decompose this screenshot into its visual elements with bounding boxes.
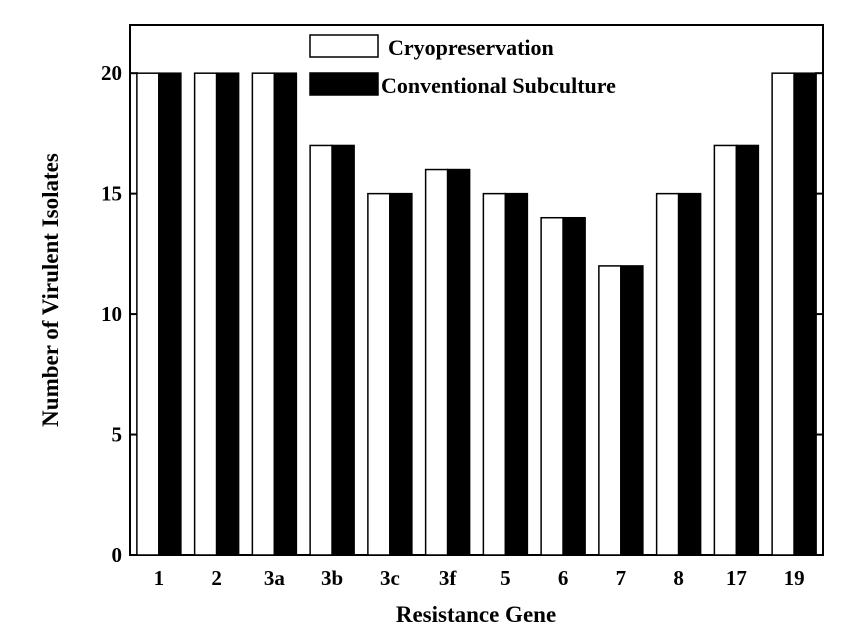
bar-conventional-subculture-17	[735, 144, 760, 556]
bar-cryopreservation-3c	[367, 192, 391, 556]
bar-conventional-subculture-2	[215, 72, 240, 556]
x-tick-label: 6	[558, 566, 569, 590]
x-tick-label: 8	[673, 566, 684, 590]
bar-conventional-subculture-7	[620, 265, 644, 556]
x-tick-label: 3b	[321, 566, 343, 590]
x-tick-label: 1	[154, 566, 165, 590]
x-tick-label: 3a	[264, 566, 286, 590]
y-tick-label: 0	[112, 543, 123, 567]
y-tick-label: 20	[101, 61, 122, 85]
y-tick-label: 5	[112, 423, 123, 447]
x-axis-title: Resistance Gene	[396, 602, 556, 627]
x-axis-tick-labels: 1 2 3a 3b 3c 3f 5 6 7 8 17 19	[154, 566, 805, 590]
bar-cryopreservation-17	[713, 144, 738, 556]
bar-cryopreservation-19	[771, 72, 795, 556]
legend-swatch-cryopreservation	[309, 34, 379, 58]
legend-label-conventional-subculture: Conventional Subculture	[381, 73, 616, 98]
bar-cryopreservation-1	[136, 72, 160, 556]
legend-swatch-conventional-subculture	[309, 72, 379, 96]
bar-conventional-subculture-3c	[389, 192, 413, 556]
x-tick-label: 3c	[380, 566, 400, 590]
x-tick-label: 5	[500, 566, 511, 590]
legend: Cryopreservation Conventional Subculture	[309, 34, 616, 98]
x-tick-label: 7	[616, 566, 627, 590]
bars	[136, 72, 817, 556]
bar-conventional-subculture-19	[793, 72, 817, 556]
plot-frame	[129, 24, 824, 556]
x-tick-label: 3f	[439, 566, 458, 590]
bar-conventional-subculture-3b	[331, 144, 355, 556]
y-axis-title: Number of Virulent Isolates	[38, 153, 63, 427]
bar-cryopreservation-6	[540, 216, 564, 556]
bar-cryopreservation-3b	[309, 144, 333, 556]
bar-cryopreservation-3a	[251, 72, 276, 556]
x-tick-label: 2	[211, 566, 222, 590]
bar-cryopreservation-5	[482, 192, 507, 556]
bar-conventional-subculture-3a	[273, 72, 298, 556]
y-axis-ticks: 0 5 10 15 20	[101, 61, 823, 567]
x-tick-label: 17	[726, 566, 747, 590]
bar-conventional-subculture-6	[562, 216, 586, 556]
bar-cryopreservation-2	[193, 72, 218, 556]
bar-conventional-subculture-8	[677, 192, 702, 556]
bar-cryopreservation-7	[598, 265, 622, 556]
bar-cryopreservation-8	[655, 192, 680, 556]
x-tick-label: 19	[784, 566, 805, 590]
bar-conventional-subculture-5	[504, 192, 529, 556]
y-tick-label: 15	[101, 182, 122, 206]
y-tick-label: 10	[101, 302, 122, 326]
bar-conventional-subculture-3f	[446, 168, 471, 556]
bar-cryopreservation-3f	[424, 168, 449, 556]
legend-label-cryopreservation: Cryopreservation	[388, 35, 554, 60]
bar-conventional-subculture-1	[158, 72, 182, 556]
